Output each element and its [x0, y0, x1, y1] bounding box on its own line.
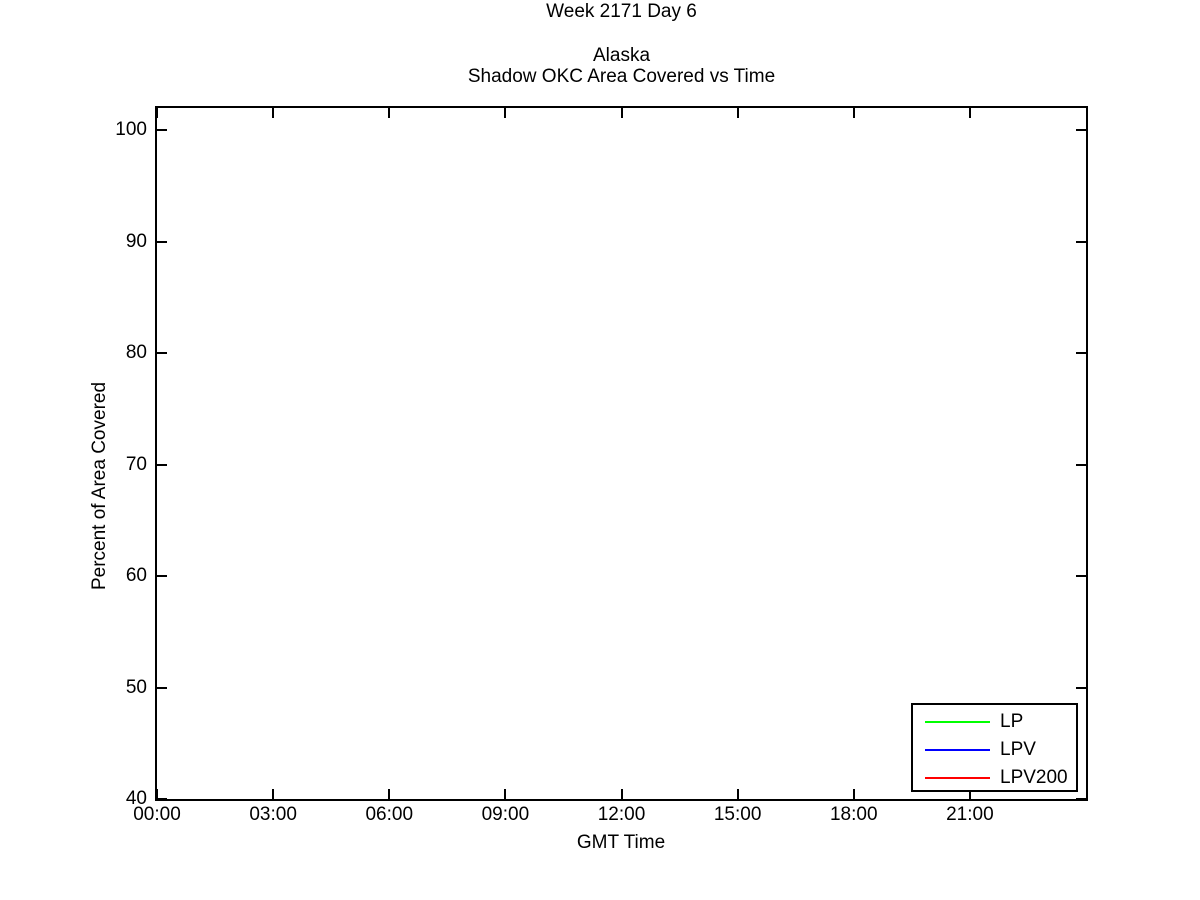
y-tick-label: 60 — [125, 565, 147, 587]
y-tick-right — [1076, 240, 1086, 243]
x-tick-label: 00:00 — [133, 804, 181, 825]
x-tick-bottom — [968, 789, 971, 799]
legend-series-label: LP — [1000, 711, 1024, 732]
x-tick-bottom — [736, 789, 739, 799]
x-tick-label: 09:00 — [481, 804, 530, 825]
legend-series-label: LPV — [1000, 739, 1036, 760]
y-tick-left — [157, 352, 167, 355]
y-tick-right — [1076, 798, 1086, 800]
x-tick-bottom — [272, 789, 275, 799]
y-tick-label: 70 — [125, 453, 147, 475]
y-tick-label: 50 — [125, 676, 147, 698]
y-tick-left — [157, 463, 167, 466]
x-tick-top — [736, 108, 739, 118]
x-tick-label: 18:00 — [829, 804, 878, 825]
legend: LP LPV LPV200 — [911, 703, 1078, 792]
legend-row: LPV — [913, 736, 1076, 764]
x-tick-label: 12:00 — [597, 804, 646, 825]
y-tick-right — [1076, 129, 1086, 132]
x-tick-label: 06:00 — [365, 804, 414, 825]
x-tick-bottom — [156, 789, 158, 799]
x-tick-bottom — [852, 789, 855, 799]
x-tick-top — [272, 108, 275, 118]
x-tick-label: 15:00 — [713, 804, 762, 825]
x-tick-label: 21:00 — [946, 804, 994, 825]
x-tick-bottom — [620, 789, 623, 799]
axes-title-line-2: Shadow OKC Area Covered vs Time — [467, 66, 776, 87]
figure-title: Week 2171 Day 6 — [546, 1, 697, 22]
axes-title-line-1: Alaska — [592, 45, 651, 66]
x-axis-label: GMT Time — [576, 832, 666, 853]
x-tick-top — [968, 108, 971, 118]
y-tick-right — [1076, 686, 1086, 689]
y-tick-label: 40 — [125, 788, 147, 809]
x-tick-top — [852, 108, 855, 118]
legend-line-swatch — [925, 777, 990, 779]
legend-row: LPV200 — [913, 764, 1076, 792]
y-tick-left — [157, 575, 167, 578]
y-tick-left — [157, 129, 167, 132]
plot-area — [155, 106, 1088, 801]
x-tick-top — [504, 108, 507, 118]
x-tick-top — [156, 108, 158, 118]
x-tick-label: 03:00 — [249, 804, 297, 825]
y-tick-label: 90 — [125, 230, 147, 252]
legend-line-swatch — [925, 721, 990, 723]
y-tick-right — [1076, 352, 1086, 355]
y-tick-label: 80 — [125, 342, 147, 364]
y-tick-left — [157, 686, 167, 689]
x-tick-bottom — [388, 789, 391, 799]
axes-title: Alaska Shadow OKC Area Covered vs Time — [157, 45, 1086, 87]
y-tick-right — [1076, 463, 1086, 466]
legend-line-swatch — [925, 749, 990, 751]
x-tick-top — [388, 108, 391, 118]
legend-series-label: LPV200 — [1000, 767, 1068, 788]
y-tick-left — [157, 240, 167, 243]
x-tick-bottom — [504, 789, 507, 799]
y-tick-label: 100 — [115, 119, 147, 141]
legend-row: LP — [913, 708, 1076, 736]
x-tick-top — [620, 108, 623, 118]
y-tick-left — [157, 798, 167, 800]
y-tick-right — [1076, 575, 1086, 578]
y-axis-label: Percent of Area Covered — [89, 381, 110, 591]
